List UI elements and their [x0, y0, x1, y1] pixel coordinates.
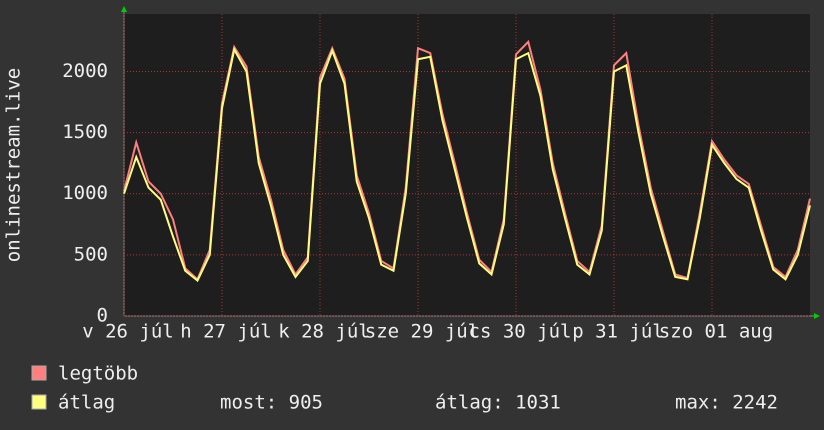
x-tick-label: sze 29 júl: [365, 321, 479, 343]
y-tick-label: 1500: [62, 121, 108, 143]
stat-text: most: 905: [220, 392, 323, 414]
x-tick-label: v 26 júl: [82, 321, 174, 343]
legend-swatch: [31, 394, 47, 410]
stat-text: max: 2242: [675, 392, 778, 414]
stat-text: átlag: 1031: [435, 392, 561, 414]
series-line: [123, 46, 811, 283]
x-arrow: [814, 313, 820, 319]
legend-swatch: [31, 365, 47, 381]
y-tick-label: 2000: [62, 60, 108, 82]
legend-label: átlag: [58, 392, 115, 414]
plot-area: [124, 14, 810, 316]
x-tick-label: k 28 júl: [278, 321, 370, 343]
y-tick-label: 500: [74, 243, 108, 265]
y-axis-label: onlinestream.live: [3, 68, 25, 262]
x-tick-label: szo 01 aug: [659, 321, 773, 343]
y-tick-label: 0: [97, 305, 108, 327]
x-tick-label: p 31 júl: [572, 321, 664, 343]
x-tick-label: h 27 júl: [180, 321, 272, 343]
y-tick-label: 1000: [62, 182, 108, 204]
x-tick-label: cs 30 júl: [469, 321, 572, 343]
y-arrow: [121, 6, 127, 12]
legend-label: legtöbb: [58, 363, 138, 385]
